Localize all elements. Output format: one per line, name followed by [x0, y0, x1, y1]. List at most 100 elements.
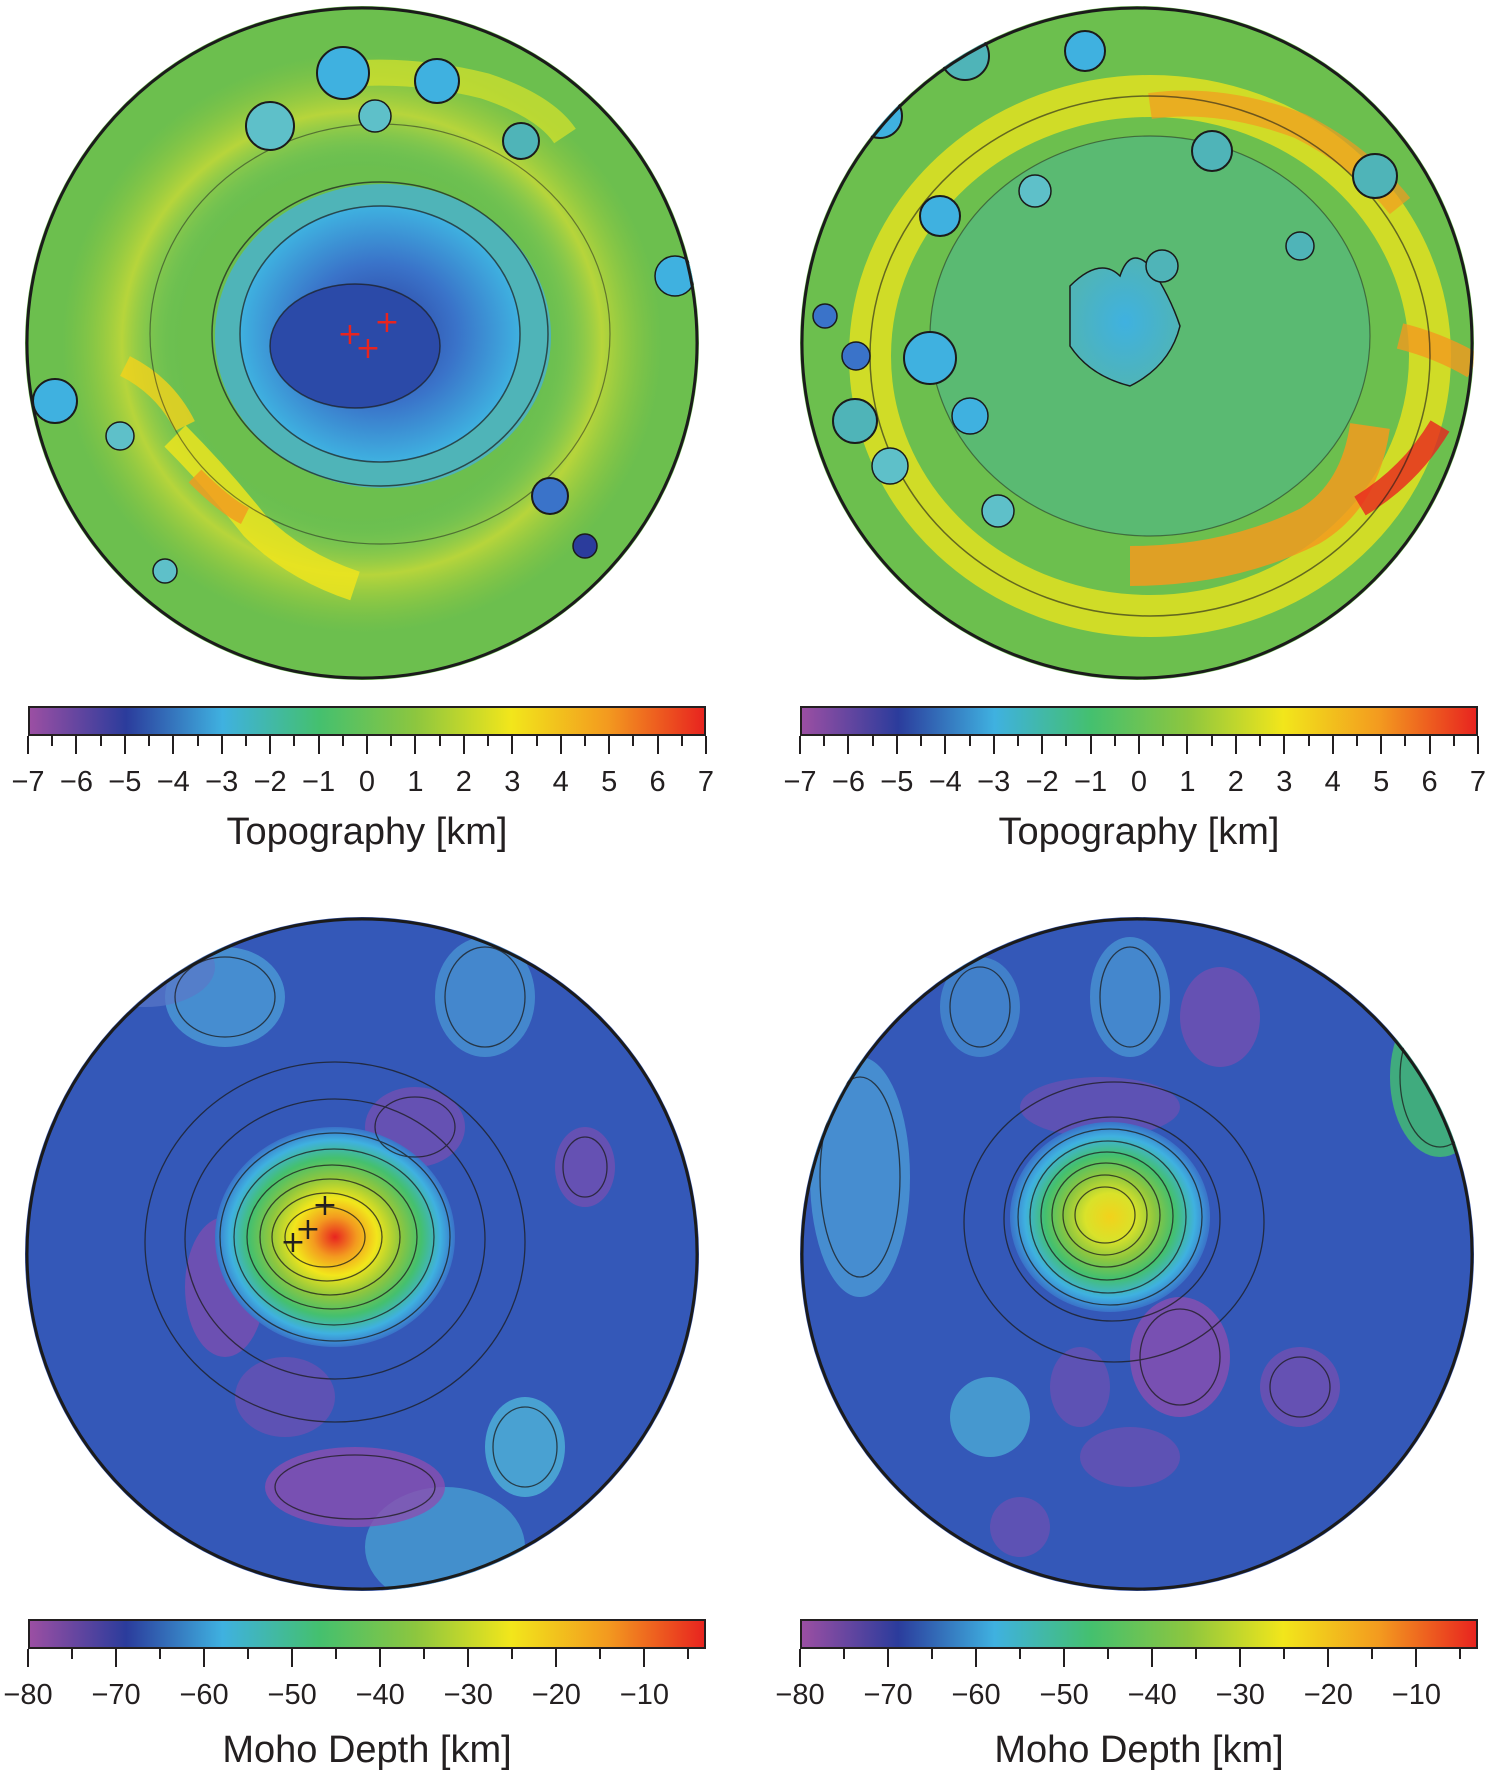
colorbar-minor-tick	[244, 736, 247, 746]
colorbar-major-tick	[1138, 736, 1140, 754]
colorbar-minor-tick	[1371, 1649, 1374, 1659]
colorbar-ticks	[27, 1649, 706, 1669]
colorbar-major-tick	[944, 736, 947, 754]
colorbar-ticks	[799, 1649, 1478, 1669]
colorbar-title: Moho Depth [km]	[994, 1729, 1284, 1771]
colorbar-tick-label: −20	[531, 1679, 581, 1711]
colorbar-major-tick	[366, 736, 368, 754]
colorbar-major-tick	[1415, 1649, 1418, 1667]
colorbar-tick-label: 4	[552, 766, 569, 798]
colorbar-major-tick	[1089, 736, 1092, 754]
colorbar-tick-label: −5	[880, 766, 914, 798]
colorbar-minor-tick	[196, 736, 199, 746]
colorbar-minor-tick	[1195, 1649, 1198, 1659]
colorbar-tick-label: 4	[1324, 766, 1341, 798]
colorbar-minor-tick	[51, 736, 54, 746]
colorbar-minor-tick	[341, 736, 344, 746]
colorbar-tick-label: −80	[775, 1679, 825, 1711]
colorbar-tick-labels: −80 −70 −60 −50 −40 −30 −20 −10	[775, 1679, 1478, 1715]
colorbar-major-tick	[317, 736, 320, 754]
colorbar-tick-label: −4	[928, 766, 962, 798]
colorbar-major-tick	[467, 1649, 470, 1667]
colorbar-minor-tick	[1459, 1649, 1462, 1659]
colorbar-tick-label: −70	[91, 1679, 141, 1711]
colorbar-minor-tick	[1452, 736, 1455, 746]
svg-text:+: +	[355, 331, 380, 366]
colorbar-major-tick	[1239, 1649, 1242, 1667]
colorbar-minor-tick	[487, 736, 490, 746]
colorbar-gradient	[800, 1619, 1478, 1649]
colorbar-tick-label: −50	[1039, 1679, 1089, 1711]
colorbar-major-tick	[1151, 1649, 1154, 1667]
colorbar-tick-label: −20	[1303, 1679, 1353, 1711]
topography-map-left: + + +	[25, 6, 699, 680]
colorbar-minor-tick	[159, 1649, 162, 1659]
colorbar-minor-tick	[1210, 736, 1213, 746]
colorbar-minor-tick	[1259, 736, 1262, 746]
colorbar-tick-label: −7	[783, 766, 817, 798]
colorbar-gradient	[28, 706, 706, 736]
colorbar-major-tick	[414, 736, 417, 754]
colorbar-major-tick	[220, 736, 223, 754]
topography-map-right	[800, 6, 1474, 680]
colorbar-tick-label: 5	[1373, 766, 1390, 798]
colorbar-major-tick	[115, 1649, 118, 1667]
colorbar-minor-tick	[1162, 736, 1165, 746]
colorbar-major-tick	[975, 1649, 978, 1667]
colorbar-tick-label: −4	[156, 766, 190, 798]
colorbar-title: Moho Depth [km]	[222, 1729, 512, 1771]
colorbar-tick-label: 0	[358, 766, 376, 798]
colorbar-tick-label: 5	[601, 766, 618, 798]
colorbar-minor-tick	[1065, 736, 1068, 746]
svg-text:+: +	[337, 317, 362, 352]
colorbar-tick-label: 6	[649, 766, 666, 798]
colorbar-major-tick	[992, 736, 995, 754]
colorbar-major-tick	[462, 736, 465, 754]
colorbar-tick-label: −2	[1025, 766, 1059, 798]
colorbar-minor-tick	[931, 1649, 934, 1659]
colorbar-major-tick	[1380, 736, 1383, 754]
colorbar-major-tick	[1428, 736, 1431, 754]
colorbar-tick-labels: −7 −6 −5 −4 −3 −2 −1 0 1 2 3 4 5 6 7	[783, 766, 1486, 802]
svg-text:+: +	[280, 1225, 305, 1260]
colorbar-major-tick	[656, 736, 659, 754]
colorbar-tick-label: 2	[455, 766, 472, 798]
moho-map-right	[800, 917, 1474, 1591]
colorbar-major-tick	[1041, 736, 1044, 754]
colorbar-tick-labels: −80 −70 −60 −50 −40 −30 −20 −10	[3, 1679, 706, 1715]
colorbar-minor-tick	[823, 736, 826, 746]
colorbar-major-tick	[555, 1649, 558, 1667]
svg-text:+: +	[312, 1188, 337, 1223]
colorbar-tick-label: −60	[951, 1679, 1001, 1711]
svg-text:+: +	[295, 1212, 320, 1247]
colorbar-major-tick	[511, 736, 514, 754]
colorbar-minor-tick	[511, 1649, 514, 1659]
colorbar-tick-label: −2	[253, 766, 287, 798]
colorbar-minor-tick	[1355, 736, 1358, 746]
colorbar-tick-label: 3	[504, 766, 521, 798]
colorbar-minor-tick	[1107, 1649, 1110, 1659]
colorbar-ticks	[799, 736, 1479, 756]
colorbar-major-tick	[705, 736, 707, 754]
colorbar-tick-label: 1	[1179, 766, 1196, 798]
colorbar-major-tick	[27, 1649, 29, 1667]
colorbar-major-tick	[608, 736, 611, 754]
colorbar-tick-label: −60	[179, 1679, 229, 1711]
colorbar-minor-tick	[535, 736, 538, 746]
colorbar-tick-label: 7	[1469, 766, 1487, 798]
colorbar-major-tick	[1186, 736, 1189, 754]
colorbar-tick-label: 1	[407, 766, 424, 798]
colorbar-tick-labels: −7 −6 −5 −4 −3 −2 −1 0 1 2 3 4 5 6 7	[11, 766, 714, 802]
colorbar-minor-tick	[920, 736, 923, 746]
colorbar-major-tick	[203, 1649, 206, 1667]
colorbar-ticks	[27, 736, 707, 756]
colorbar-tick-label: 2	[1227, 766, 1244, 798]
colorbar-minor-tick	[1019, 1649, 1022, 1659]
colorbar-major-tick	[1283, 736, 1286, 754]
colorbar-major-tick	[1234, 736, 1237, 754]
colorbar-tick-label: −5	[108, 766, 142, 798]
colorbar-tick-label: −30	[1215, 1679, 1265, 1711]
colorbar-minor-tick	[632, 736, 635, 746]
colorbar-major-tick	[799, 1649, 801, 1667]
colorbar-minor-tick	[99, 736, 102, 746]
